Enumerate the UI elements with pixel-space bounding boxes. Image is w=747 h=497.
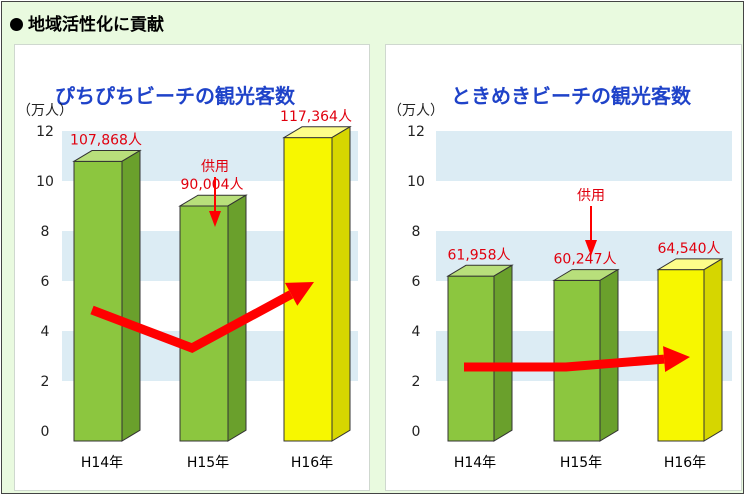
page-title: 地域活性化に貢献 <box>10 10 164 35</box>
trend-arrow-line <box>90 290 294 353</box>
x-tick-label: H15年 <box>560 455 602 471</box>
y-tick-label: 12 <box>36 124 54 140</box>
bar-H15年 <box>178 194 248 442</box>
y-tick-label: 8 <box>412 224 421 240</box>
y-tick-label: 6 <box>412 274 421 290</box>
data-label: 117,364人 <box>280 109 352 125</box>
chart-title: ときめきビーチの観光客数 <box>451 84 692 108</box>
x-tick-label: H14年 <box>81 455 123 471</box>
y-axis-unit: （万人） <box>388 103 444 119</box>
y-tick-label: 10 <box>407 174 425 190</box>
y-tick-label: 0 <box>41 424 50 440</box>
chart-tokimeki: ときめきビーチの観光客数 （万人） 0 2 4 6 8 10 12 61,958人 H14年 60,2… <box>388 84 732 471</box>
bar-front <box>179 205 229 442</box>
x-tick-label: H16年 <box>664 455 706 471</box>
bar-side <box>331 125 351 442</box>
trend-arrow-head <box>284 282 314 306</box>
grid-band <box>436 131 732 181</box>
data-label: 64,540人 <box>658 241 721 257</box>
data-label: 107,868人 <box>70 133 142 149</box>
y-tick-label: 4 <box>412 324 421 340</box>
x-tick-label: H16年 <box>291 455 333 471</box>
trend-arrow-head <box>663 346 690 373</box>
trend-arrow-line <box>464 354 665 372</box>
bar-side <box>703 257 723 442</box>
chart-pichipichi: ぴちぴちビーチの観光客数（万人） 0 2 4 6 8 10 12 107,868人 H14年 90,… <box>17 84 358 471</box>
annotation-label: 供用 <box>577 188 605 204</box>
data-label: 61,958人 <box>448 247 511 263</box>
bullet-icon <box>10 18 23 31</box>
y-tick-label: 0 <box>412 424 421 440</box>
bar-front <box>73 160 123 442</box>
y-tick-label: 12 <box>407 124 425 140</box>
y-tick-label: 8 <box>41 224 50 240</box>
bar-side <box>227 194 247 442</box>
y-tick-label: 4 <box>41 324 50 340</box>
chart-title: ぴちぴちビーチの観光客数 <box>55 84 296 108</box>
x-tick-label: H15年 <box>187 455 229 471</box>
chart-panel-left: ぴちぴちビーチの観光客数 （万人） 0 2 4 6 8 10 12 107,868人 H14年 90,… <box>14 44 370 491</box>
data-label: 90,004人 <box>181 177 244 193</box>
annotation-label: 供用 <box>201 159 229 175</box>
annotation-arrow-head <box>209 211 221 227</box>
y-tick-label: 10 <box>36 174 54 190</box>
bar-front <box>447 275 495 442</box>
data-label: 60,247人 <box>554 252 617 268</box>
bar-side <box>493 264 513 442</box>
y-tick-label: 2 <box>41 374 50 390</box>
bar-side <box>599 268 619 442</box>
y-tick-label: 2 <box>412 374 421 390</box>
chart-panel-right: ときめきビーチの観光客数 （万人） 0 2 4 6 8 10 12 61,958人 H14年 60,2… <box>385 44 742 491</box>
annotation-arrow-head <box>585 240 597 256</box>
bar-side <box>121 149 141 442</box>
y-tick-label: 6 <box>41 274 50 290</box>
bar-H15年 <box>552 268 620 442</box>
y-axis-unit: （万人） <box>17 103 73 119</box>
x-tick-label: H14年 <box>454 455 496 471</box>
bar-H14年 <box>72 149 142 442</box>
bar-H14年 <box>446 264 514 442</box>
